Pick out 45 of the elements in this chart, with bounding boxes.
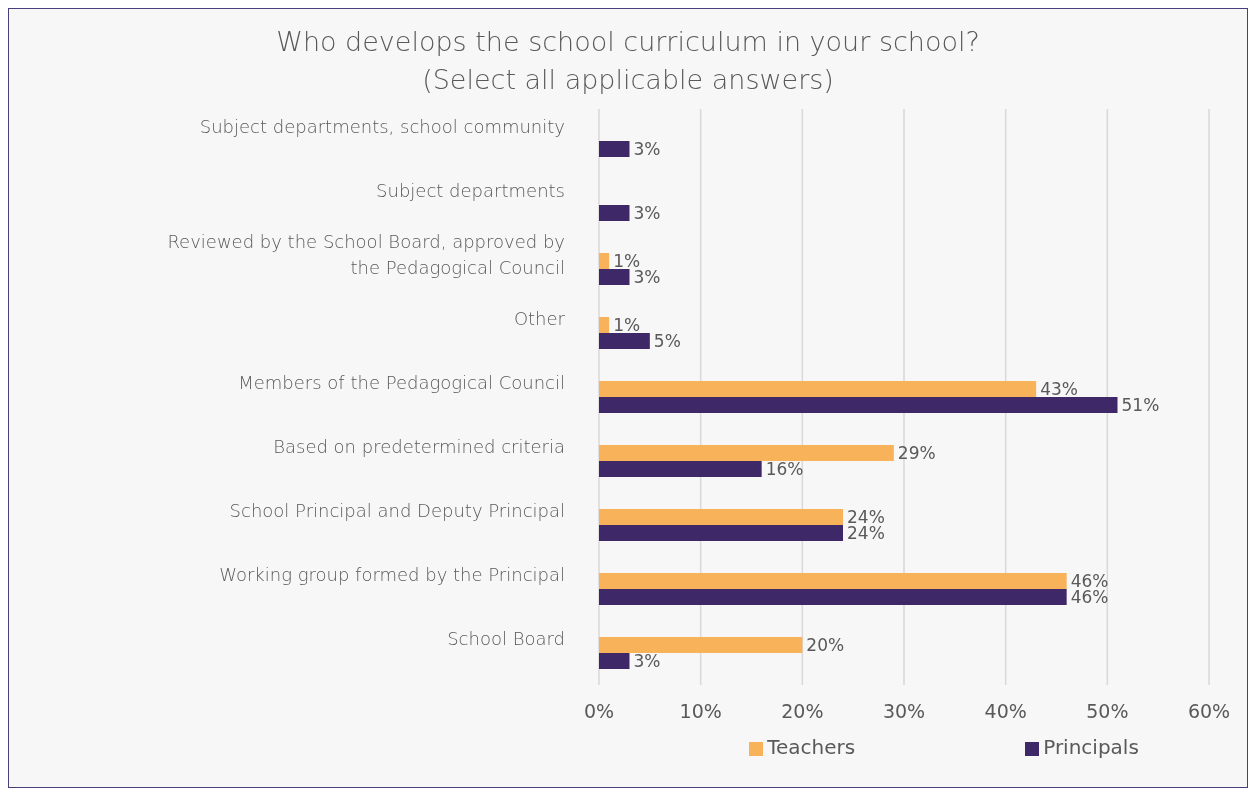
bar	[599, 573, 1067, 589]
x-tick-label: 10%	[679, 700, 722, 723]
bar	[599, 509, 843, 525]
data-label: 43%	[1040, 379, 1078, 399]
x-tick-label: 0%	[583, 700, 615, 723]
bar	[599, 381, 1037, 397]
y-tick-label: Reviewed by the School Board, approved by the Pedagogical Council	[167, 231, 565, 278]
bar	[599, 653, 630, 669]
bar	[599, 141, 630, 157]
y-tick-label: Based on predetermined criteria	[273, 436, 565, 457]
bar	[599, 461, 762, 477]
bar	[599, 397, 1118, 413]
data-label: 20%	[806, 635, 845, 655]
data-label: 29%	[897, 443, 936, 463]
data-label: 16%	[765, 459, 804, 479]
y-tick-label: Subject departments	[376, 180, 565, 201]
y-tick-label: Members of the Pedagogical Council	[238, 372, 565, 393]
chart-title: Who develops the school curriculum in your school? (Select all applicable answers)	[275, 25, 981, 97]
x-tick-label: 50%	[1086, 700, 1129, 723]
x-tick-label: 60%	[1187, 700, 1231, 723]
y-tick-label: School Board	[447, 628, 565, 649]
data-label: 5%	[653, 331, 681, 351]
data-label: 51%	[1121, 395, 1160, 415]
bar	[599, 589, 1067, 605]
y-tick-label: Subject departments, school community	[199, 116, 565, 137]
y-tick-label: Other	[513, 308, 566, 329]
bar	[599, 269, 630, 285]
bar	[599, 317, 610, 333]
bar	[599, 205, 630, 221]
y-tick-label: Working group formed by the Principal	[219, 564, 565, 585]
x-tick-label: 40%	[984, 700, 1027, 723]
bar	[599, 637, 803, 653]
data-label: 1%	[613, 315, 641, 335]
legend-label: Teachers	[767, 735, 856, 759]
bar	[599, 525, 843, 541]
x-tick-label: 20%	[781, 700, 824, 723]
data-label: 3%	[633, 203, 661, 223]
x-tick-label: 30%	[882, 700, 926, 723]
data-label: 3%	[633, 139, 661, 159]
data-label: 3%	[633, 651, 661, 671]
bar	[599, 445, 894, 461]
y-tick-label: School Principal and Deputy Principal	[229, 500, 565, 521]
bar	[599, 333, 650, 349]
legend-label: Principals	[1043, 735, 1139, 759]
bar	[599, 253, 610, 269]
